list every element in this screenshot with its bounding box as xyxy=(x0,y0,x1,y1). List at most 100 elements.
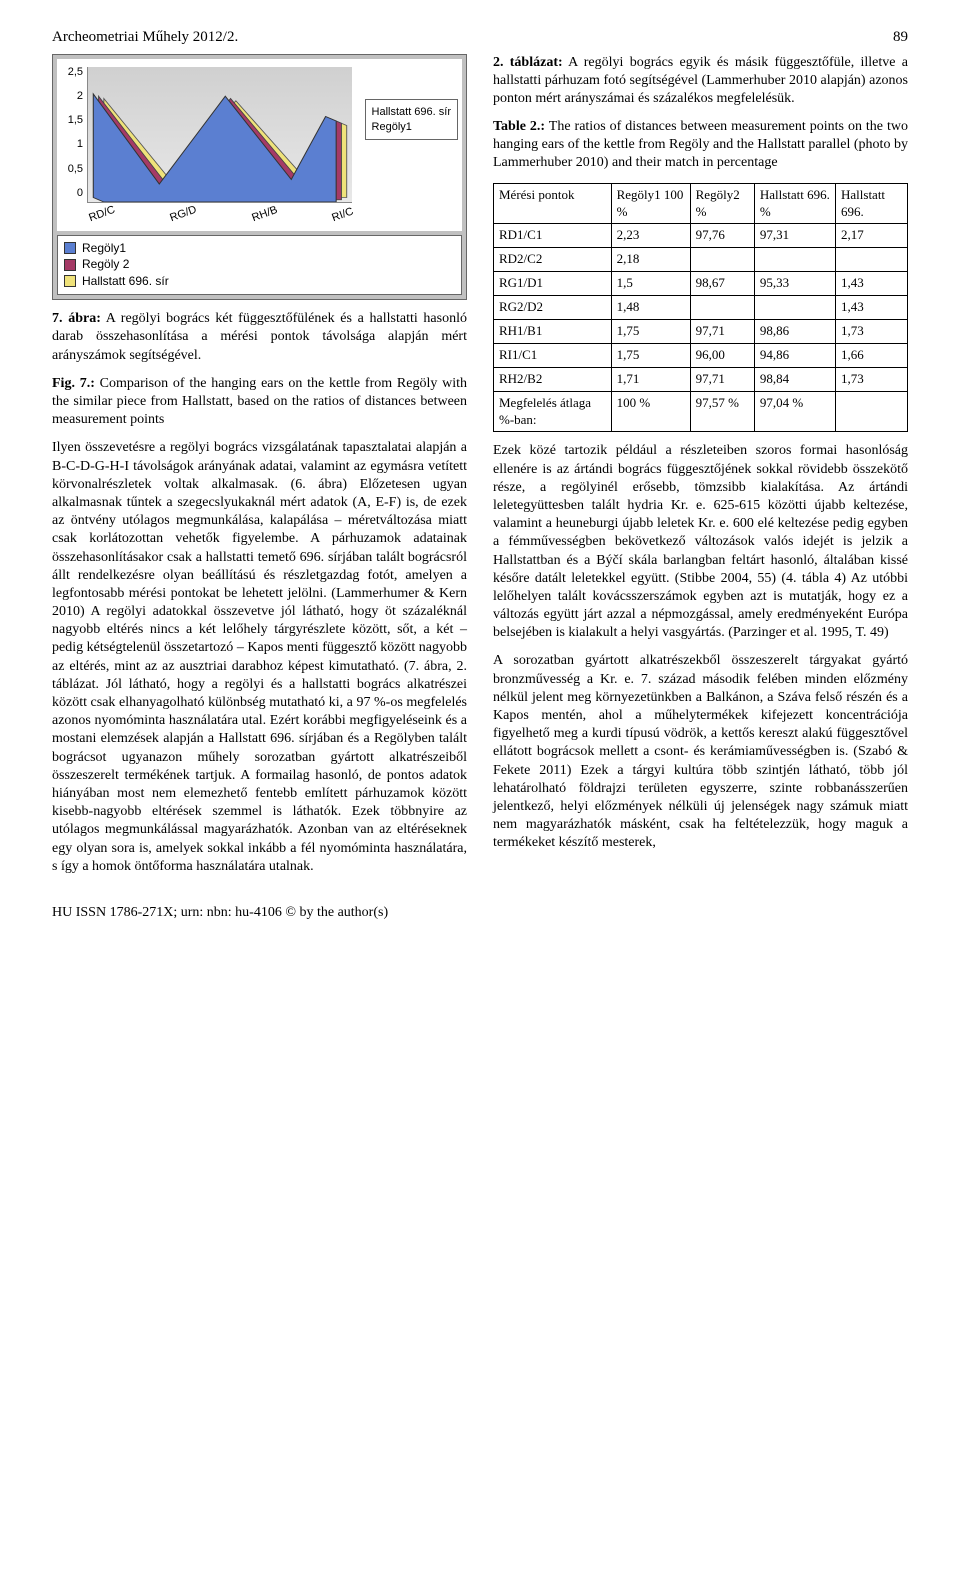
right-body-1: Ezek közé tartozik például a részleteibe… xyxy=(493,442,908,642)
page-header: Archeometriai Műhely 2012/2. 89 xyxy=(52,28,908,48)
chart-y-axis: 2,5 2 1,5 1 0,5 0 xyxy=(59,65,83,201)
td: RG2/D2 xyxy=(494,296,612,320)
right-column: 2. táblázat: A regölyi bogrács egyik és … xyxy=(493,54,908,886)
td xyxy=(836,248,908,272)
page-number: 89 xyxy=(893,28,908,48)
td: 2,23 xyxy=(611,224,690,248)
td: 1,66 xyxy=(836,343,908,367)
td: 1,75 xyxy=(611,319,690,343)
xtick: RD/C xyxy=(87,203,117,226)
td: 2,18 xyxy=(611,248,690,272)
td xyxy=(690,248,754,272)
figure-chart: 2,5 2 1,5 1 0,5 0 xyxy=(52,54,467,301)
td: 95,33 xyxy=(754,272,835,296)
xtick: RI/C xyxy=(330,205,356,226)
caption-text: A regölyi bogrács két függesztőfülének é… xyxy=(52,311,467,362)
table-row: RH1/B11,7597,7198,861,73 xyxy=(494,319,908,343)
td xyxy=(690,296,754,320)
td: 1,73 xyxy=(836,367,908,391)
table2-caption-hu: 2. táblázat: A regölyi bogrács egyik és … xyxy=(493,54,908,109)
legend-label: Hallstatt 696. sír xyxy=(82,274,169,290)
td: 97,31 xyxy=(754,224,835,248)
caption-text: The ratios of distances between measurem… xyxy=(493,119,908,170)
ytick: 2,5 xyxy=(59,65,83,79)
table-row: RD2/C22,18 xyxy=(494,248,908,272)
table-header-row: Mérési pontok Regöly1 100 % Regöly2 % Ha… xyxy=(494,183,908,224)
th: Hallstatt 696. xyxy=(836,183,908,224)
fig7-caption-en: Fig. 7.: Comparison of the hanging ears … xyxy=(52,375,467,430)
color-swatch xyxy=(64,242,76,254)
left-column: 2,5 2 1,5 1 0,5 0 xyxy=(52,54,467,886)
page-footer: HU ISSN 1786-271X; urn: nbn: hu-4106 © b… xyxy=(52,904,908,922)
td: 97,04 % xyxy=(754,391,835,432)
td xyxy=(754,296,835,320)
td: 100 % xyxy=(611,391,690,432)
caption-title: 2. táblázat: xyxy=(493,55,563,70)
th: Hallstatt 696. % xyxy=(754,183,835,224)
td: 97,76 xyxy=(690,224,754,248)
td: 1,43 xyxy=(836,296,908,320)
td xyxy=(754,248,835,272)
table-row: RG1/D11,598,6795,331,43 xyxy=(494,272,908,296)
td: 1,75 xyxy=(611,343,690,367)
chart-plot-area: 2,5 2 1,5 1 0,5 0 xyxy=(57,59,462,231)
td: 1,71 xyxy=(611,367,690,391)
table-row: RD1/C12,2397,7697,312,17 xyxy=(494,224,908,248)
th: Regöly1 100 % xyxy=(611,183,690,224)
right-body-2: A sorozatban gyártott alkatrészekből öss… xyxy=(493,652,908,852)
xtick: RH/B xyxy=(250,203,280,225)
data-table: Mérési pontok Regöly1 100 % Regöly2 % Ha… xyxy=(493,183,908,433)
td: 98,84 xyxy=(754,367,835,391)
ytick: 0 xyxy=(59,186,83,200)
td: RD2/C2 xyxy=(494,248,612,272)
td: 94,86 xyxy=(754,343,835,367)
td: 1,43 xyxy=(836,272,908,296)
td: 1,5 xyxy=(611,272,690,296)
th: Mérési pontok xyxy=(494,183,612,224)
caption-title: 7. ábra: xyxy=(52,311,101,326)
table-row: RH2/B21,7197,7198,841,73 xyxy=(494,367,908,391)
chart-x-axis: RD/C RG/D RH/B RI/C xyxy=(87,212,352,226)
table-row: RI1/C11,7596,0094,861,66 xyxy=(494,343,908,367)
table-row: Megfelelés átlaga %-ban:100 %97,57 %97,0… xyxy=(494,391,908,432)
xtick: RG/D xyxy=(168,203,199,226)
td: RH1/B1 xyxy=(494,319,612,343)
td: RD1/C1 xyxy=(494,224,612,248)
chart-bottom-legend: Regöly1 Regöly 2 Hallstatt 696. sír xyxy=(57,235,462,296)
journal-title: Archeometriai Műhely 2012/2. xyxy=(52,28,238,48)
color-swatch xyxy=(64,275,76,287)
ytick: 0,5 xyxy=(59,162,83,176)
left-body-text: Ilyen összevetésre a regölyi bogrács viz… xyxy=(52,439,467,876)
legend-label: Hallstatt 696. sír xyxy=(372,105,451,119)
legend-label: Regöly 2 xyxy=(82,257,129,273)
td: 97,71 xyxy=(690,319,754,343)
td: 96,00 xyxy=(690,343,754,367)
caption-text: Comparison of the hanging ears on the ke… xyxy=(52,376,467,427)
td: RH2/B2 xyxy=(494,367,612,391)
td: 97,57 % xyxy=(690,391,754,432)
td: Megfelelés átlaga %-ban: xyxy=(494,391,612,432)
legend-label: Regöly1 xyxy=(372,120,412,134)
chart-plot xyxy=(87,67,352,203)
td: 2,17 xyxy=(836,224,908,248)
td: 98,67 xyxy=(690,272,754,296)
td: 97,71 xyxy=(690,367,754,391)
td xyxy=(836,391,908,432)
td: 1,48 xyxy=(611,296,690,320)
td: RI1/C1 xyxy=(494,343,612,367)
caption-title: Fig. 7.: xyxy=(52,376,95,391)
fig7-caption-hu: 7. ábra: A regölyi bogrács két függesztő… xyxy=(52,310,467,365)
td: 1,73 xyxy=(836,319,908,343)
table-row: RG2/D21,48 1,43 xyxy=(494,296,908,320)
th: Regöly2 % xyxy=(690,183,754,224)
td: RG1/D1 xyxy=(494,272,612,296)
color-swatch xyxy=(64,259,76,271)
legend-label: Regöly1 xyxy=(82,241,126,257)
ytick: 1,5 xyxy=(59,113,83,127)
td: 98,86 xyxy=(754,319,835,343)
caption-title: Table 2.: xyxy=(493,119,545,134)
chart-side-legend: Hallstatt 696. sír Regöly1 xyxy=(365,99,458,141)
table2-caption-en: Table 2.: The ratios of distances betwee… xyxy=(493,118,908,173)
ytick: 1 xyxy=(59,137,83,151)
ytick: 2 xyxy=(59,89,83,103)
